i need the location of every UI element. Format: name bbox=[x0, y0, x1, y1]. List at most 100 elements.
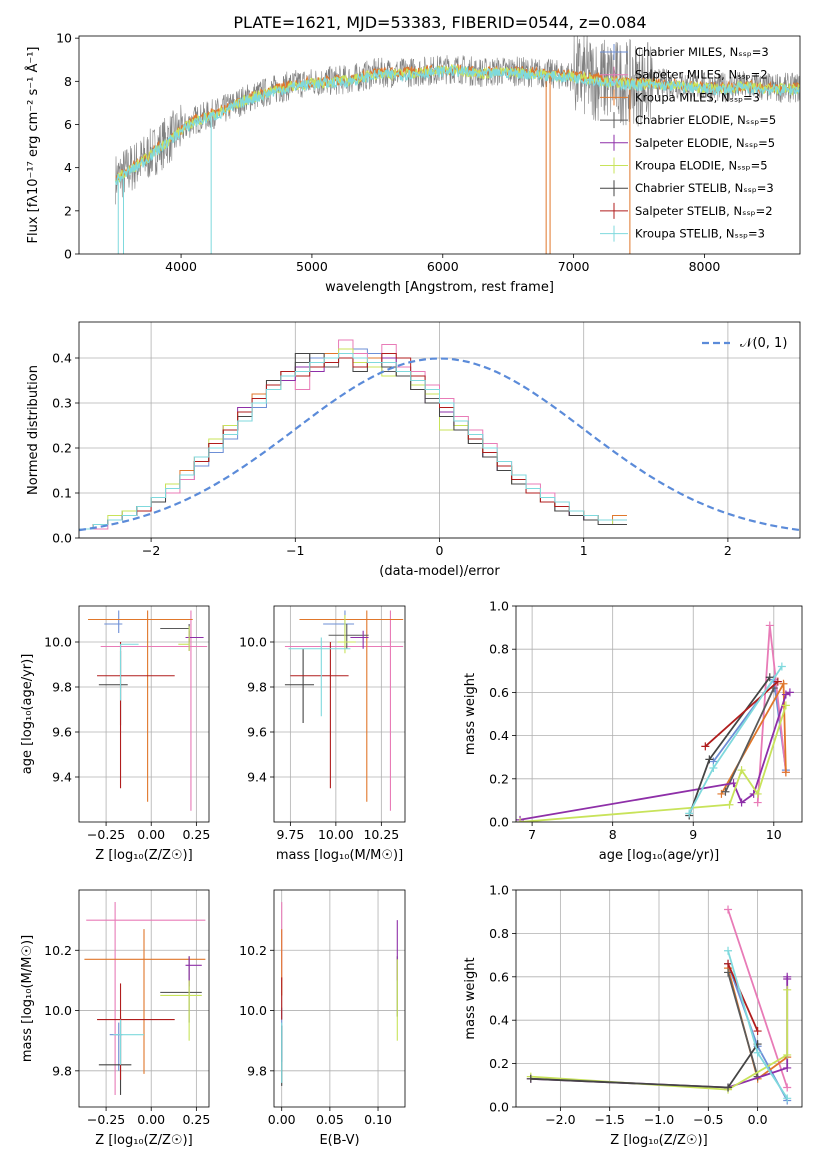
y-axis-label: mass [log₁₀(M/M☉)] bbox=[20, 935, 35, 1062]
x-axis-label: wavelength [Angstrom, rest frame] bbox=[325, 280, 554, 295]
weight-point-marker bbox=[737, 798, 746, 807]
weight-series-line bbox=[519, 705, 787, 822]
plot-area bbox=[115, 36, 800, 254]
weight-vs-age-panel: 7 8 9 10 0.0 0.2 0.4 0.6 0.8 1.0 age [log₁₀(age/yr… bbox=[463, 599, 803, 863]
y-tick-label: 0.8 bbox=[489, 926, 509, 941]
y-tick-label: 0.2 bbox=[52, 441, 72, 456]
weight-point-marker bbox=[765, 673, 774, 682]
y-tick-label: 1.0 bbox=[489, 883, 509, 898]
y-tick-label: 8 bbox=[64, 74, 72, 89]
weight-series-line bbox=[724, 687, 775, 793]
y-tick-label: 9.8 bbox=[247, 1063, 267, 1078]
weight-point-marker bbox=[783, 1063, 792, 1072]
weight-point-marker bbox=[724, 959, 733, 968]
y-tick-label: 0.6 bbox=[489, 685, 509, 700]
y-tick-label: 0.0 bbox=[489, 1100, 509, 1115]
x-tick-label: 5000 bbox=[296, 259, 328, 274]
plot-area bbox=[526, 905, 792, 1105]
weight-series-line bbox=[712, 677, 787, 771]
x-tick-label: 0.25 bbox=[182, 827, 210, 842]
residual-histogram-panel: −2 −1 0 1 2 0.0 0.1 0.2 0.3 0.4 (data-model)/error… bbox=[26, 321, 801, 579]
legend-entry: Chabrier ELODIE, Nₛₛₚ=5 bbox=[635, 113, 776, 127]
x-tick-label: 7 bbox=[528, 827, 536, 842]
age-vs-mass-panel: 9.75 10.00 10.25 9.4 9.6 9.8 10.0 mass [log₁₀(M… bbox=[239, 605, 406, 863]
x-tick-label: −2.0 bbox=[545, 1112, 575, 1127]
y-tick-label: 0.4 bbox=[489, 728, 509, 743]
x-tick-label: 10.25 bbox=[363, 827, 399, 842]
weight-series-line bbox=[727, 909, 789, 1088]
y-tick-label: 9.6 bbox=[52, 725, 72, 740]
weight-series-line bbox=[688, 665, 783, 814]
legend-entry: 𝒩(0, 1) bbox=[740, 336, 787, 351]
x-tick-label: 1 bbox=[580, 543, 588, 558]
weight-point-marker bbox=[724, 905, 733, 914]
weight-point-marker bbox=[753, 1027, 762, 1036]
legend-entry: Kroupa STELIB, Nₛₛₚ=3 bbox=[635, 227, 765, 241]
y-tick-label: 10.0 bbox=[44, 1003, 72, 1018]
y-tick-label: 0.0 bbox=[52, 531, 72, 546]
x-axis-label: (data-model)/error bbox=[379, 564, 500, 579]
y-tick-label: 0.3 bbox=[52, 396, 72, 411]
x-axis-label: Z [log₁₀(Z/Z☉)] bbox=[95, 1133, 192, 1148]
y-tick-label: 9.8 bbox=[52, 1063, 72, 1078]
plot-area bbox=[88, 610, 208, 811]
x-tick-label: 0.0 bbox=[748, 1112, 768, 1127]
y-tick-label: 10.0 bbox=[239, 1003, 267, 1018]
x-axis-label: mass [log₁₀(M/M☉)] bbox=[276, 848, 403, 863]
histogram-series bbox=[79, 353, 627, 530]
x-tick-label: 2 bbox=[724, 543, 732, 558]
plot-area bbox=[284, 610, 404, 811]
histogram-series bbox=[79, 353, 627, 530]
model-spectrum-line bbox=[115, 64, 800, 186]
y-tick-label: 0 bbox=[64, 247, 72, 262]
weight-point-marker bbox=[705, 755, 714, 764]
weight-point-marker bbox=[717, 789, 726, 798]
x-tick-label: −2 bbox=[142, 543, 160, 558]
y-tick-label: 0.0 bbox=[489, 815, 509, 830]
y-tick-label: 10 bbox=[56, 31, 72, 46]
y-tick-label: 10.0 bbox=[239, 635, 267, 650]
weight-point-marker bbox=[737, 766, 746, 775]
y-tick-label: 0.8 bbox=[489, 642, 509, 657]
weight-point-marker bbox=[724, 946, 733, 955]
legend-entry: Salpeter MILES, Nₛₛₚ=2 bbox=[635, 68, 768, 82]
legend-entry: Chabrier MILES, Nₛₛₚ=3 bbox=[635, 45, 769, 59]
weight-series-line bbox=[727, 963, 759, 1032]
y-tick-label: 0.4 bbox=[52, 351, 72, 366]
weight-point-marker bbox=[779, 679, 788, 688]
plot-area bbox=[516, 621, 794, 822]
weight-point-marker bbox=[709, 764, 718, 772]
x-tick-label: 10.00 bbox=[318, 827, 354, 842]
axes-frame bbox=[78, 605, 210, 823]
y-tick-label: 2 bbox=[64, 203, 72, 218]
y-tick-label: 0.4 bbox=[489, 1013, 509, 1028]
y-tick-label: 10.2 bbox=[239, 943, 267, 958]
legend-entry: Kroupa ELODIE, Nₛₛₚ=5 bbox=[635, 159, 768, 173]
histogram-series bbox=[79, 353, 627, 530]
weight-point-marker bbox=[783, 1050, 792, 1059]
weight-series-line bbox=[727, 972, 759, 1077]
x-tick-label: 0.00 bbox=[268, 1112, 296, 1127]
y-tick-label: 9.8 bbox=[247, 680, 267, 695]
y-axis-label: Flux [fλ10⁻¹⁷ erg cm⁻² s⁻¹ Å⁻¹] bbox=[25, 47, 41, 244]
weight-point-marker bbox=[783, 985, 792, 994]
x-tick-label: 0.10 bbox=[364, 1112, 392, 1127]
weight-point-marker bbox=[685, 809, 694, 818]
weight-point-marker bbox=[753, 1048, 762, 1057]
x-tick-label: 8000 bbox=[689, 259, 721, 274]
x-tick-label: 9 bbox=[689, 827, 697, 842]
axes-frame bbox=[78, 321, 801, 539]
weight-point-marker bbox=[724, 1083, 733, 1092]
axes-frame bbox=[273, 605, 406, 823]
legend-entry: Salpeter STELIB, Nₛₛₚ=2 bbox=[635, 204, 773, 218]
mass-vs-metallicity-panel: −0.25 0.00 0.25 9.8 10.0 10.2 Z [log₁₀(Z/Z☉)] m… bbox=[20, 889, 210, 1148]
weight-point-marker bbox=[724, 968, 733, 977]
y-tick-label: 9.6 bbox=[247, 725, 267, 740]
x-tick-label: 0 bbox=[436, 543, 444, 558]
x-tick-label: −1 bbox=[286, 543, 304, 558]
y-axis-label: age [log₁₀(age/yr)] bbox=[20, 654, 35, 775]
weight-vs-metallicity-panel: −2.0 −1.5 −1.0 −0.5 0.0 0.0 0.2 0.4 0.6 0.8 1.0 Z [… bbox=[463, 883, 803, 1148]
x-axis-label: E(B-V) bbox=[319, 1133, 359, 1148]
x-tick-label: 7000 bbox=[558, 259, 590, 274]
plot-area bbox=[281, 902, 398, 1086]
